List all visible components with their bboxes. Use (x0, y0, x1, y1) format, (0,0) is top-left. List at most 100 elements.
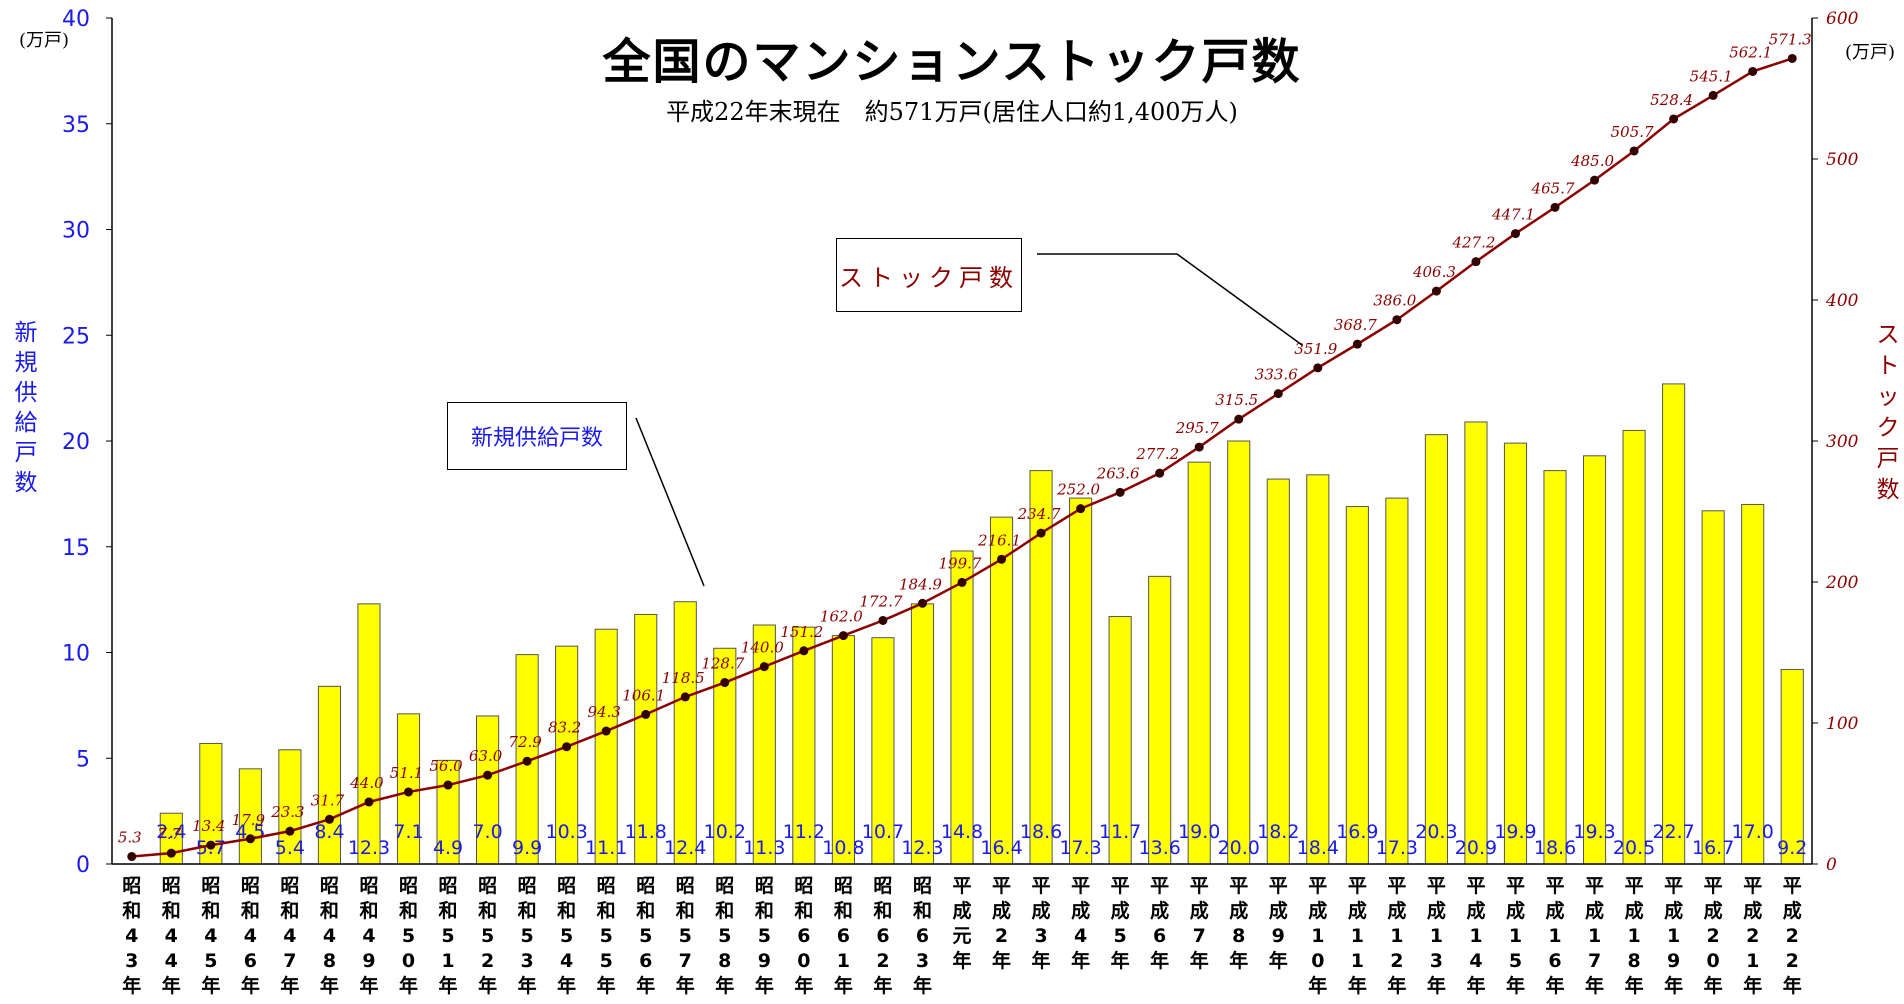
x-tick-label-char: 成 (1269, 899, 1288, 922)
stock-point (1392, 315, 1402, 325)
x-tick-label-char: 年 (913, 974, 932, 997)
x-tick-label-char: 年 (1783, 974, 1802, 997)
right-axis-label-char: ス (1877, 322, 1900, 348)
x-tick-label-char: 6 (1548, 950, 1561, 972)
bar-value-label: 10.8 (822, 837, 864, 859)
x-tick-label-char: 平 (1229, 875, 1248, 897)
x-tick-label-char: 和 (320, 899, 339, 922)
x-tick-label-char: 年 (320, 974, 339, 997)
bar-value-label: 20.9 (1455, 837, 1497, 859)
bar (1424, 434, 1448, 865)
x-tick-label-char: 和 (241, 899, 260, 922)
x-tick-label-char: 年 (162, 974, 181, 997)
bar-value-label: 7.0 (472, 821, 502, 843)
x-tick-label-char: 9 (758, 950, 771, 972)
callout-stock: ストック戸数 (836, 238, 1022, 312)
stock-value-label: 406.3 (1412, 263, 1456, 281)
stock-point (1273, 389, 1283, 399)
x-tick-label-char: 年 (122, 974, 141, 997)
x-tick-label-char: 3 (1034, 925, 1047, 947)
bar-value-label: 22.7 (1652, 821, 1694, 843)
x-tick-label-char: 成 (1585, 899, 1604, 922)
x-tick-label-char: 和 (201, 899, 220, 922)
stock-value-label: 72.9 (508, 733, 542, 751)
x-tick-label-char: 昭 (280, 875, 299, 897)
x-tick-label-char: 4 (1469, 950, 1482, 972)
x-tick-label-char: 年 (597, 974, 616, 997)
x-tick-label-char: 平 (1111, 875, 1130, 897)
stock-point (1076, 504, 1086, 514)
x-tick-label-char: 成 (952, 899, 971, 922)
x-tick-label-char: 1 (1390, 925, 1403, 947)
stock-value-label: 31.7 (311, 791, 345, 809)
x-tick-label-char: 平 (1743, 875, 1762, 897)
x-tick-label-char: 1 (1548, 925, 1561, 947)
stock-value-label: 140.0 (741, 639, 784, 657)
x-tick-label-char: 和 (755, 899, 774, 922)
x-tick-label-char: 昭 (834, 875, 853, 897)
stock-value-label: 368.7 (1334, 316, 1377, 334)
x-tick-label-char: 3 (1430, 950, 1443, 972)
x-tick-label-char: 3 (125, 950, 138, 972)
right-axis-label-char: ク (1877, 415, 1900, 441)
x-tick-label-char: 元 (952, 925, 971, 947)
x-tick-label-char: 和 (359, 899, 378, 922)
x-tick-label-char: 成 (1704, 899, 1723, 922)
bar-value-label: 14.8 (941, 821, 983, 843)
bar-value-label: 19.9 (1494, 821, 1536, 843)
stock-value-label: 63.0 (469, 747, 503, 765)
bar-value-label: 2.4 (156, 821, 186, 843)
x-tick-label-char: 和 (597, 899, 616, 922)
right-tick-label: 500 (1826, 150, 1859, 170)
x-tick-label-char: 年 (873, 974, 892, 997)
x-tick-label-char: 平 (1269, 875, 1288, 897)
x-tick-label-char: 昭 (162, 875, 181, 897)
x-tick-label-char: 8 (1627, 950, 1640, 972)
bar (357, 603, 381, 865)
x-tick-label-char: 和 (636, 899, 655, 922)
stock-value-label: 505.7 (1611, 123, 1654, 141)
bar-value-label: 10.7 (862, 821, 904, 843)
stock-point (1550, 202, 1560, 212)
x-tick-label-char: 昭 (359, 875, 378, 897)
x-tick-label-char: 年 (1625, 974, 1644, 997)
stock-point (364, 797, 374, 807)
x-tick-label-char: 3 (916, 950, 929, 972)
x-tick-label-char: 昭 (636, 875, 655, 897)
x-tick-label-char: 4 (125, 925, 138, 947)
x-tick-label-char: 年 (1743, 974, 1762, 997)
stock-value-label: 333.6 (1255, 366, 1298, 384)
x-tick-label-char: 平 (1704, 875, 1723, 897)
bar (1780, 668, 1804, 865)
x-tick-label-char: 和 (557, 899, 576, 922)
x-tick-label-char: 年 (992, 949, 1011, 972)
x-tick-label-char: 平 (1506, 875, 1525, 897)
left-axis-label-char: 数 (15, 470, 38, 496)
left-tick-label: 40 (62, 7, 90, 32)
bar-value-label: 8.4 (314, 821, 344, 843)
right-axis-label-char: ト (1877, 353, 1900, 379)
stock-point (562, 742, 572, 752)
x-tick-label-char: 平 (1348, 875, 1367, 897)
bar-value-label: 18.2 (1257, 821, 1299, 843)
bar-value-label: 4.9 (433, 837, 463, 859)
x-tick-label-char: 0 (402, 950, 415, 972)
stock-point (522, 756, 532, 766)
x-tick-label-char: 昭 (201, 875, 220, 897)
bar (673, 601, 697, 865)
stock-point (245, 834, 255, 844)
bar (1464, 421, 1488, 865)
x-tick-label-char: 昭 (518, 875, 537, 897)
x-tick-label-char: 2 (876, 950, 889, 972)
x-tick-label-char: 年 (280, 974, 299, 997)
stock-point (483, 770, 493, 780)
x-tick-label-char: 4 (323, 925, 336, 947)
stock-point (285, 826, 295, 836)
stock-point (443, 780, 453, 790)
x-tick-label-char: 年 (1150, 949, 1169, 972)
x-tick-label-char: 和 (715, 899, 734, 922)
bar-value-label: 12.3 (901, 837, 943, 859)
x-tick-label-char: 4 (362, 925, 375, 947)
callout-new-supply-leader (635, 417, 705, 587)
stock-value-label: 151.2 (780, 623, 823, 641)
